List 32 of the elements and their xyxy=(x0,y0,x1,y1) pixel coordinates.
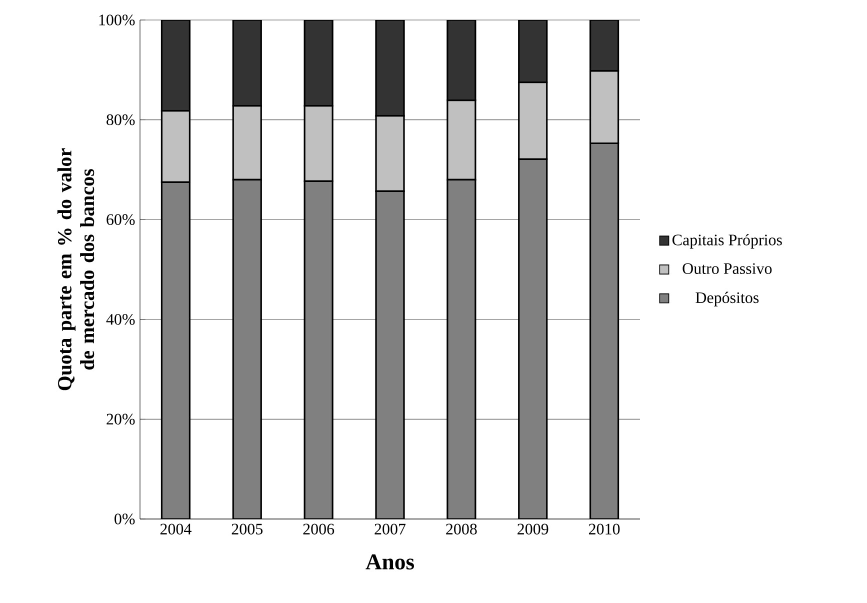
legend-label: Outro Passivo xyxy=(682,263,772,274)
x-tick-label: 2004 xyxy=(160,524,192,534)
y-axis-title: Quota parte em % do valor de mercado dos bancos xyxy=(57,148,94,390)
x-axis-title: Anos xyxy=(366,554,414,570)
bar xyxy=(304,180,334,519)
bar xyxy=(589,142,620,519)
x-tick-label: 2006 xyxy=(303,524,334,534)
bar xyxy=(518,20,548,84)
bar xyxy=(160,20,191,112)
legend-label: Capitais Próprios xyxy=(672,234,782,249)
x-tick-label: 2007 xyxy=(374,524,406,534)
bar xyxy=(160,181,191,519)
y-tick-label: 40% xyxy=(106,314,135,325)
y-tick-label: 0% xyxy=(114,514,135,524)
x-tick-label: 2009 xyxy=(518,524,548,534)
bar xyxy=(446,20,476,102)
bar xyxy=(232,20,262,107)
x-tick-label: 2005 xyxy=(232,524,263,534)
legend-label: Depósitos xyxy=(696,292,759,306)
y-tick-label: 100% xyxy=(99,14,135,26)
y-tick-label: 80% xyxy=(106,114,135,126)
bar xyxy=(518,158,548,519)
x-tick-label: 2008 xyxy=(446,524,477,534)
x-tick-label: 2010 xyxy=(588,524,620,534)
bar xyxy=(375,190,405,519)
bar xyxy=(232,178,262,519)
y-tick-label: 60% xyxy=(106,214,135,226)
bar xyxy=(375,20,405,117)
bar xyxy=(304,20,334,107)
bar xyxy=(589,20,620,72)
bar xyxy=(446,178,476,519)
y-tick-label: 20% xyxy=(106,414,135,425)
